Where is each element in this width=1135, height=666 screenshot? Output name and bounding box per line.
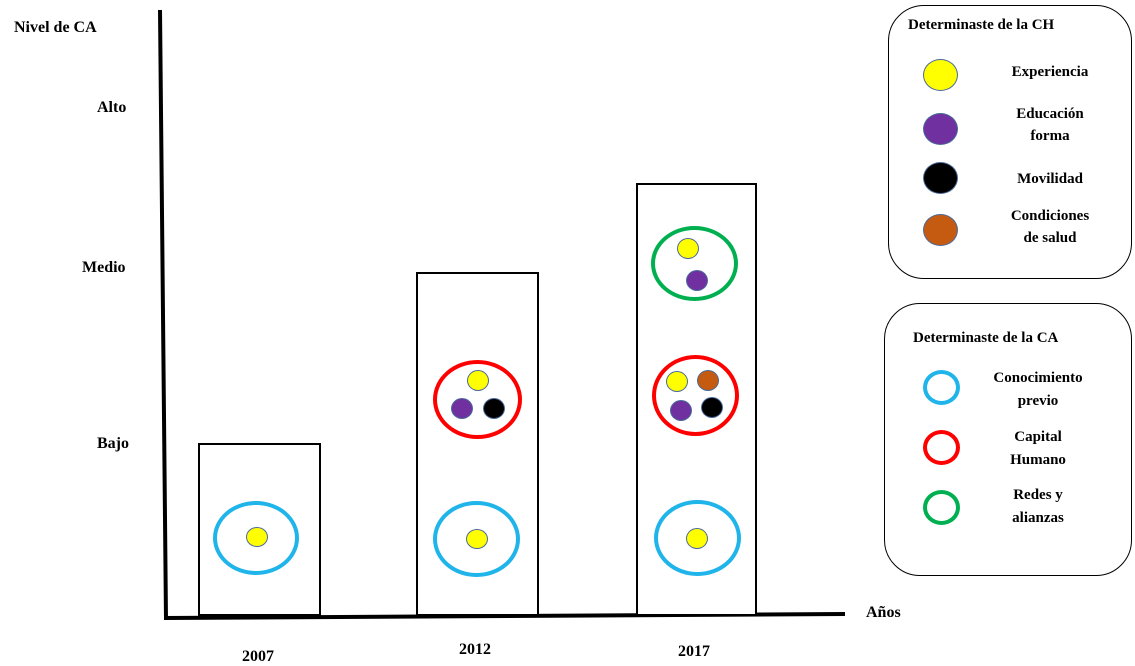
dot-educacion-2012: [451, 398, 473, 419]
ring-conocimiento-2012: [433, 501, 520, 577]
y-level-bajo: Bajo: [97, 435, 129, 452]
legend-ch-title: Determinaste de la CH: [908, 17, 1055, 33]
legend-educacion-swatch: [923, 113, 958, 145]
dot-movilidad-2012: [483, 398, 505, 419]
dot-experiencia-2007: [246, 527, 268, 547]
legend-movilidad-swatch: [923, 162, 958, 194]
legend-salud-label-1: Condiciones: [1010, 208, 1090, 224]
legend-experiencia-label: Experiencia: [1011, 64, 1089, 80]
legend-redes-label-2: alianzas: [1012, 510, 1064, 526]
dot-educacion-2017-a: [686, 270, 708, 291]
dot-movilidad-2017: [701, 397, 723, 418]
y-axis-line: [158, 9, 168, 621]
legend-capital-humano-label-2: Humano: [1010, 452, 1066, 468]
ring-conocimiento-2017: [654, 500, 741, 576]
legend-movilidad-label: Movilidad: [1017, 171, 1083, 187]
legend-redes-swatch: [923, 490, 960, 525]
legend-educacion-label-2: forma: [1030, 128, 1070, 144]
y-level-medio: Medio: [82, 259, 126, 276]
legend-conocimiento-label-1: Conocimiento: [993, 370, 1083, 386]
legend-conocimiento-swatch: [923, 370, 960, 405]
legend-capital-humano-label-1: Capital: [1014, 429, 1062, 445]
x-axis-title: Años: [866, 604, 901, 621]
dot-experiencia-2012-b: [466, 529, 488, 549]
y-axis-title: Nivel de CA: [14, 19, 97, 36]
ring-capital-humano-2017: [652, 355, 739, 436]
legend-salud-label-2: de salud: [1023, 230, 1077, 246]
dot-experiencia-2017-a: [677, 238, 699, 259]
x-year-2007: 2007: [242, 648, 274, 665]
legend-salud-swatch: [923, 214, 958, 246]
dot-educacion-2017-b: [670, 400, 692, 421]
dot-experiencia-2017-c: [686, 528, 708, 549]
x-year-2017: 2017: [678, 643, 710, 660]
ring-redes-2017: [651, 226, 738, 301]
legend-experiencia-swatch: [923, 59, 958, 91]
legend-conocimiento-label-2: previo: [1017, 393, 1059, 409]
legend-capital-humano-swatch: [923, 430, 960, 465]
legend-ca-title: Determinaste de la CA: [913, 330, 1059, 346]
dot-experiencia-2017-b: [666, 371, 688, 392]
dot-experiencia-2012: [467, 370, 489, 391]
y-level-alto: Alto: [97, 99, 127, 116]
ring-capital-humano-2012: [433, 360, 522, 439]
x-year-2012: 2012: [459, 641, 491, 658]
ring-conocimiento-2007: [213, 501, 299, 575]
dot-salud-2017: [697, 370, 719, 391]
legend-redes-label-1: Redes y: [1013, 487, 1063, 503]
legend-educacion-label-1: Educación: [1016, 106, 1084, 122]
